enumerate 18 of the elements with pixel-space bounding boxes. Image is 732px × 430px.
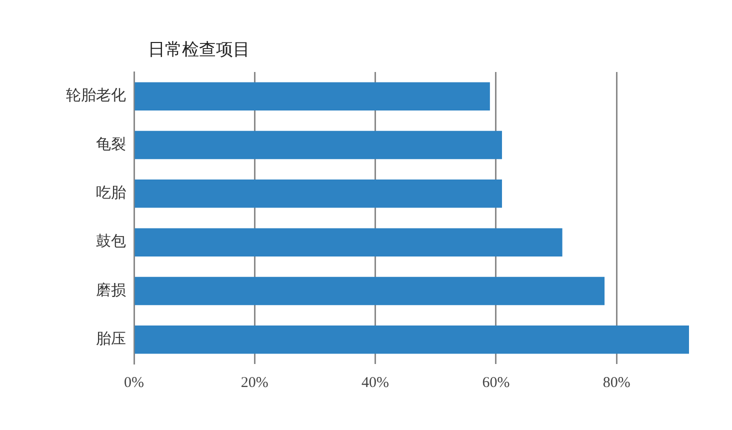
bar — [134, 228, 562, 256]
bar — [134, 326, 689, 354]
x-tick-label: 80% — [602, 374, 630, 391]
x-tick-label: 40% — [362, 374, 390, 391]
bar — [134, 276, 605, 306]
y-tick-label: 磨损 — [96, 280, 126, 299]
y-tick-label: 轮胎老化 — [66, 86, 126, 104]
y-tick-label: 吃胎 — [96, 184, 126, 202]
chart-title: 日常检查项目 — [148, 39, 250, 61]
bar — [134, 82, 490, 110]
y-tick-label: 胎压 — [96, 330, 126, 348]
bar — [134, 180, 502, 208]
y-tick-label: 龟裂 — [96, 134, 126, 153]
x-tick-label: 0% — [124, 374, 144, 391]
x-tick-label: 20% — [240, 374, 268, 391]
bar — [134, 130, 502, 160]
x-tick-label: 60% — [482, 374, 510, 391]
y-tick-label: 鼓包 — [96, 232, 126, 250]
